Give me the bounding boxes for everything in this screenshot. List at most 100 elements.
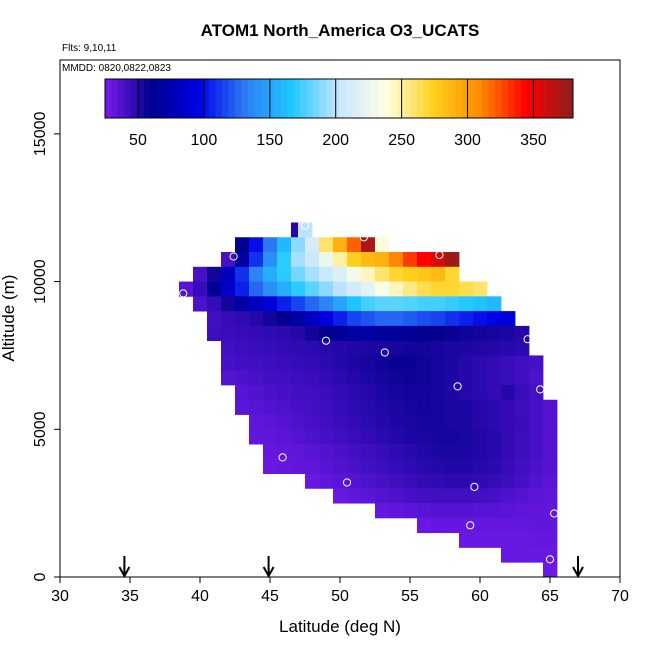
heatmap-cell — [529, 473, 544, 489]
heatmap-cell — [431, 384, 446, 401]
heatmap-cell — [375, 488, 390, 504]
heatmap-cell — [529, 399, 544, 415]
heatmap-cell — [529, 444, 544, 460]
heatmap-cell — [333, 473, 348, 489]
heatmap-cell — [515, 532, 530, 548]
heatmap-cell — [333, 311, 348, 327]
colorbar-segment — [202, 79, 210, 118]
sounding-arrows — [118, 556, 584, 579]
heatmap-cell — [375, 237, 390, 253]
heatmap-cell — [375, 503, 390, 519]
heatmap-cell — [319, 355, 334, 371]
heatmap-cell — [249, 266, 264, 282]
heatmap-cell — [263, 340, 278, 356]
colorbar-segment — [508, 79, 515, 118]
heatmap-cell — [473, 488, 488, 504]
heatmap-cell — [291, 429, 306, 445]
heatmap-cell — [515, 473, 530, 489]
heatmap-cell — [487, 429, 502, 445]
heatmap-cell — [459, 532, 474, 548]
colorbar-segment — [209, 79, 216, 118]
heatmap-cell — [389, 296, 404, 312]
heatmap-cell — [277, 384, 292, 401]
heatmap-cell — [305, 311, 320, 327]
heatmap-cell — [445, 355, 460, 371]
heatmap-cell — [431, 473, 446, 489]
heatmap-cell — [361, 252, 376, 268]
heatmap-cell — [235, 266, 250, 282]
heatmap-cell — [389, 252, 404, 268]
heatmap-cell — [361, 237, 376, 253]
heatmap-cell — [333, 399, 348, 415]
x-tick-label: 45 — [261, 588, 279, 605]
heatmap-cell — [305, 355, 320, 371]
heatmap-cell — [403, 488, 418, 504]
heatmap-cell — [305, 237, 320, 253]
heatmap-cell — [277, 296, 292, 312]
colorbar-segment — [306, 79, 314, 118]
colorbar-segment — [521, 79, 528, 118]
colorbar-segment — [449, 79, 457, 118]
heatmap-cell — [319, 311, 334, 327]
heatmap-cell — [333, 296, 348, 312]
heatmap-cell — [305, 384, 320, 401]
heatmap-cell — [333, 429, 348, 445]
heatmap-cell — [403, 384, 418, 401]
heatmap-cell — [347, 237, 362, 253]
heatmap-cell — [501, 458, 516, 474]
heatmap-cell — [263, 266, 278, 282]
colorbar-segment — [397, 79, 405, 118]
heatmap-cell — [459, 488, 474, 504]
heatmap-cell — [459, 325, 474, 342]
heatmap-cell — [305, 458, 320, 474]
heatmap-cell — [333, 458, 348, 474]
x-tick-label: 70 — [611, 588, 629, 605]
heatmap-cell — [389, 444, 404, 460]
heatmap-cell — [347, 399, 362, 415]
heatmap-cell — [431, 252, 446, 268]
heatmap-cell — [515, 444, 530, 460]
heatmap-cell — [291, 340, 306, 356]
heatmap-cell — [347, 458, 362, 474]
heatmap-cell — [277, 311, 292, 327]
flight-points — [179, 221, 559, 564]
heatmap-cell — [417, 252, 432, 268]
heatmap-cell — [417, 311, 432, 327]
heatmap-cell — [459, 503, 474, 519]
colorbar-segment — [196, 79, 203, 118]
heatmap-cell — [473, 340, 488, 356]
heatmap-cell — [277, 237, 292, 253]
heatmap-cell — [459, 340, 474, 356]
heatmap-cell — [291, 444, 306, 460]
heatmap-cell — [305, 281, 320, 297]
colorbar-segment — [443, 79, 450, 118]
colorbar-segment — [189, 79, 197, 118]
heatmap-cell — [221, 296, 236, 312]
heatmap-cell — [347, 444, 362, 460]
heatmap-cell — [263, 429, 278, 445]
heatmap-cell — [389, 488, 404, 504]
heatmap-cell — [319, 473, 334, 489]
heatmap-cell — [529, 488, 544, 504]
heatmap-cell — [473, 384, 488, 401]
heatmap-cell — [375, 355, 390, 371]
heatmap-cell — [431, 503, 446, 519]
heatmap-cell — [445, 458, 460, 474]
heatmap-cell — [417, 370, 432, 386]
colorbar-segment — [157, 79, 164, 118]
heatmap-cell — [445, 252, 460, 268]
heatmap-cell — [291, 311, 306, 327]
heatmap-cell — [375, 458, 390, 474]
heatmap-cell — [487, 488, 502, 504]
heatmap-cell — [487, 503, 502, 519]
heatmap-cell — [249, 252, 264, 268]
heatmap-cell — [487, 340, 502, 356]
heatmap-cell — [291, 252, 306, 268]
heatmap-cell — [487, 355, 502, 371]
heatmap-cell — [473, 429, 488, 445]
heatmap-cell — [389, 340, 404, 356]
heatmap-cell — [445, 444, 460, 460]
heatmap-cell — [179, 281, 194, 297]
y-tick-label: 0 — [32, 572, 49, 581]
colorbar-segment — [163, 79, 171, 118]
